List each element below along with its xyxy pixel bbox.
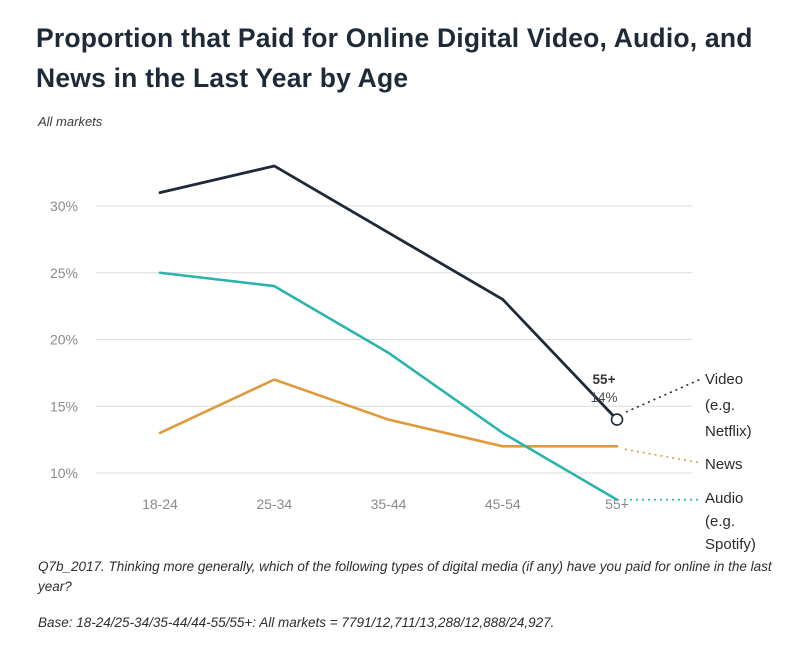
y-tick-label: 10% — [50, 465, 78, 481]
x-tick-label: 45-54 — [485, 496, 521, 512]
annotation-age: 55+ — [593, 372, 616, 387]
x-tick-label: 35-44 — [371, 496, 407, 512]
series-line-1 — [158, 271, 619, 502]
series-line-2 — [158, 378, 619, 448]
y-tick-label: 15% — [50, 398, 78, 414]
x-tick-label: 25-34 — [256, 496, 292, 512]
base-footnote: Base: 18-24/25-34/35-44/44-55/55+: All m… — [38, 615, 555, 630]
x-tick-label: 18-24 — [142, 496, 178, 512]
chart-title: Proportion that Paid for Online Digital … — [36, 23, 753, 93]
y-tick-label: 25% — [50, 265, 78, 281]
series-label-video: Video (e.g. Netflix) — [705, 371, 752, 440]
y-tick-label: 30% — [50, 198, 78, 214]
annotation-value: 14% — [590, 390, 617, 405]
series-line-0 — [158, 164, 619, 422]
question-footnote: Q7b_2017. Thinking more generally, which… — [38, 559, 772, 594]
series-label-audio: Audio (e.g. Spotify) — [705, 490, 756, 553]
series-label-news: News — [705, 456, 743, 473]
y-tick-label: 20% — [50, 332, 78, 348]
news-leader-line — [624, 448, 702, 464]
chart-canvas: 10% 15% 20% 25% 30% 18-24 25-34 35-44 45-54 55+ 55… — [50, 164, 702, 512]
video-leader-line — [625, 378, 702, 413]
line-chart: 10% 15% 20% 25% 30% 18-24 25-34 35-44 45-54 55+ 55… — [0, 141, 802, 553]
x-tick-label: 55+ — [605, 496, 629, 512]
chart-subtitle: All markets — [38, 114, 103, 129]
video-endpoint-marker — [610, 413, 624, 426]
